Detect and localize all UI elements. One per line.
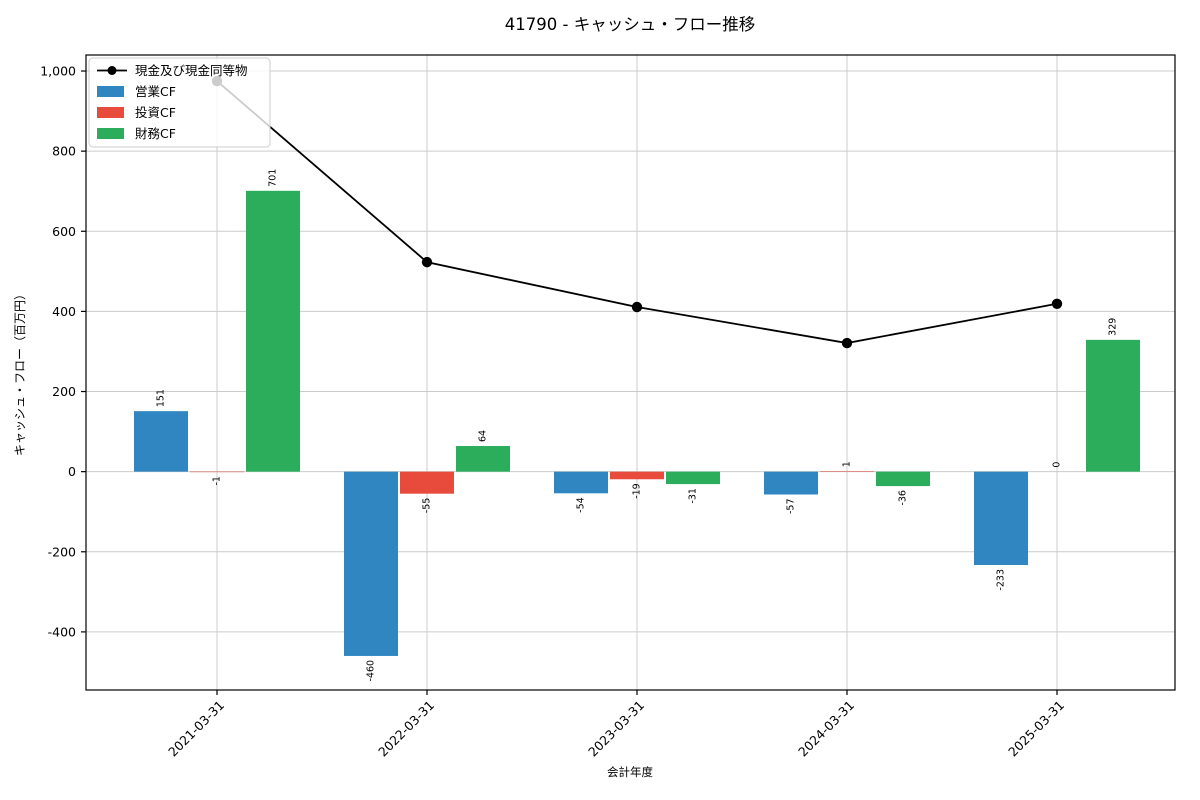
bar-operating-cf-2025-03-31 bbox=[974, 471, 1028, 566]
bar-operating-cf-2023-03-31 bbox=[554, 471, 608, 494]
chart-title: 41790 - キャッシュ・フロー推移 bbox=[505, 15, 755, 34]
x-tick-label: 2024-03-31 bbox=[795, 698, 857, 760]
legend-swatch-icon bbox=[97, 86, 124, 97]
bar-value-label: -233 bbox=[996, 569, 1007, 591]
legend-item-cash-equivalents: 現金及び現金同等物 bbox=[97, 63, 248, 78]
x-tick-label: 2021-03-31 bbox=[165, 698, 227, 760]
bar-investing-cf-2024-03-31 bbox=[820, 471, 874, 472]
y-tick-label: 0 bbox=[68, 464, 76, 479]
x-tick-label: 2022-03-31 bbox=[375, 698, 437, 760]
cash-line-marker bbox=[631, 301, 643, 313]
bar-value-label: -36 bbox=[898, 490, 909, 506]
legend-line-marker-icon bbox=[107, 66, 117, 75]
bar-financing-cf-2024-03-31 bbox=[876, 471, 930, 487]
bar-financing-cf-2021-03-31 bbox=[246, 190, 300, 472]
bar-value-label: -57 bbox=[786, 498, 797, 514]
x-tick-label: 2023-03-31 bbox=[585, 698, 647, 760]
bar-series-financing-cf: 701 64 -31 -36 329 bbox=[246, 169, 1140, 506]
bar-value-label: 64 bbox=[478, 430, 489, 442]
bar-operating-cf-2021-03-31 bbox=[134, 411, 188, 472]
legend-label: 現金及び現金同等物 bbox=[135, 63, 248, 78]
legend-swatch-icon bbox=[97, 128, 124, 139]
x-tick-label: 2025-03-31 bbox=[1005, 698, 1067, 760]
plot-area: 151 -460 -54 -57 -233 -1 -55 -19 1 0 701 64 -31 -36 32… bbox=[40, 54, 1176, 760]
legend-label: 財務CF bbox=[135, 126, 176, 141]
bar-value-label: -19 bbox=[632, 483, 643, 499]
legend-item-financing-cf: 財務CF bbox=[97, 126, 176, 141]
x-axis-label: 会計年度 bbox=[607, 765, 653, 779]
legend-item-investing-cf: 投資CF bbox=[97, 105, 176, 120]
bar-value-label: -1 bbox=[212, 476, 223, 485]
legend-item-operating-cf: 営業CF bbox=[97, 84, 176, 99]
bar-investing-cf-2021-03-31 bbox=[190, 471, 244, 473]
cash-line-marker bbox=[421, 256, 433, 268]
bar-value-label: 151 bbox=[156, 389, 167, 407]
legend-swatch-icon bbox=[97, 107, 124, 118]
bar-investing-cf-2023-03-31 bbox=[610, 471, 664, 480]
bar-financing-cf-2025-03-31 bbox=[1086, 339, 1140, 472]
legend-label: 営業CF bbox=[135, 84, 176, 99]
legend-box bbox=[88, 57, 271, 148]
y-tick-label: 800 bbox=[52, 144, 76, 159]
y-tick-label: -200 bbox=[48, 544, 76, 559]
y-tick-label: 400 bbox=[52, 304, 76, 319]
plot-frame bbox=[85, 54, 1176, 691]
bar-financing-cf-2022-03-31 bbox=[456, 446, 510, 472]
bar-value-label: -460 bbox=[366, 660, 377, 682]
axis-ticks: 1,000 800 600 400 200 0 -200 -400 2021-03-31 2022… bbox=[40, 64, 1067, 760]
bar-investing-cf-2022-03-31 bbox=[400, 471, 454, 494]
y-tick-label: 1,000 bbox=[40, 64, 76, 79]
y-tick-label: 600 bbox=[52, 224, 76, 239]
cash-line-marker bbox=[841, 337, 853, 349]
bar-value-label: 1 bbox=[842, 461, 853, 467]
bar-operating-cf-2024-03-31 bbox=[764, 471, 818, 495]
y-tick-label: -400 bbox=[48, 624, 76, 639]
bar-value-label: 329 bbox=[1108, 318, 1119, 336]
bar-value-label: -55 bbox=[422, 498, 433, 514]
bar-value-label: 701 bbox=[268, 169, 279, 187]
bar-value-label: -54 bbox=[576, 497, 587, 513]
y-axis-label: キャッシュ・フロー（百万円） bbox=[13, 288, 27, 456]
legend-label: 投資CF bbox=[135, 105, 176, 120]
y-tick-label: 200 bbox=[52, 384, 76, 399]
bar-value-label: 0 bbox=[1052, 462, 1063, 468]
bar-value-label: -31 bbox=[688, 488, 699, 504]
cash-line-marker bbox=[1051, 298, 1063, 309]
bar-series-investing-cf: -1 -55 -19 1 0 bbox=[190, 461, 1063, 513]
bar-series-operating-cf: 151 -460 -54 -57 -233 bbox=[134, 389, 1028, 682]
bar-financing-cf-2023-03-31 bbox=[666, 471, 720, 485]
bar-operating-cf-2022-03-31 bbox=[344, 471, 398, 656]
